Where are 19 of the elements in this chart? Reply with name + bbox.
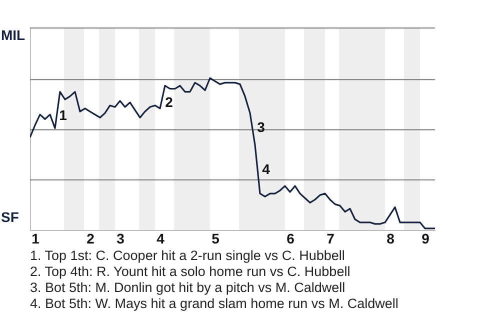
x-tick-label: 8	[386, 230, 395, 246]
annotation: 2	[165, 94, 174, 110]
annotation: 4	[262, 161, 270, 177]
x-tick-label: 5	[212, 230, 220, 246]
x-tick-label: 2	[86, 230, 95, 246]
annotation: 1	[59, 107, 68, 123]
text: 3. Bot 5th: M. Donlin got hit by a pitch vs M. Caldwell	[30, 280, 346, 296]
text: 1. Top 1st: C. Cooper hit a 2-run single vs C. Hubbell	[30, 248, 346, 264]
x-tick-label: 9	[422, 230, 430, 246]
x-tick-label: 1	[32, 230, 40, 246]
text: SF	[1, 209, 20, 225]
text: MIL	[1, 27, 26, 43]
annotation: 3	[257, 119, 266, 135]
x-tick-label: 4	[156, 230, 165, 246]
text: 4. Bot 5th: W. Mays hit a grand slam home run vs M. Caldwell	[30, 296, 400, 312]
x-tick-label: 6	[286, 230, 295, 246]
x-tick-label: 7	[326, 230, 335, 246]
text: 2. Top 4th: R. Yount hit a solo home run vs C. Hubbell	[30, 264, 352, 280]
x-tick-label: 3	[116, 230, 125, 246]
